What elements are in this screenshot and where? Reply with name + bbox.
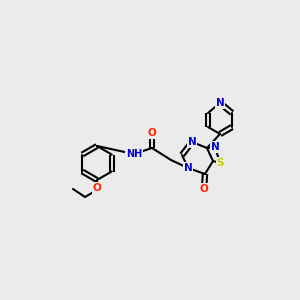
Text: O: O (148, 128, 156, 138)
Text: O: O (200, 184, 208, 194)
Text: S: S (216, 158, 224, 168)
Text: N: N (211, 142, 219, 152)
Text: N: N (188, 137, 196, 147)
Text: N: N (216, 98, 224, 108)
Text: O: O (93, 183, 101, 193)
Text: N: N (184, 163, 192, 173)
Text: NH: NH (126, 149, 142, 159)
